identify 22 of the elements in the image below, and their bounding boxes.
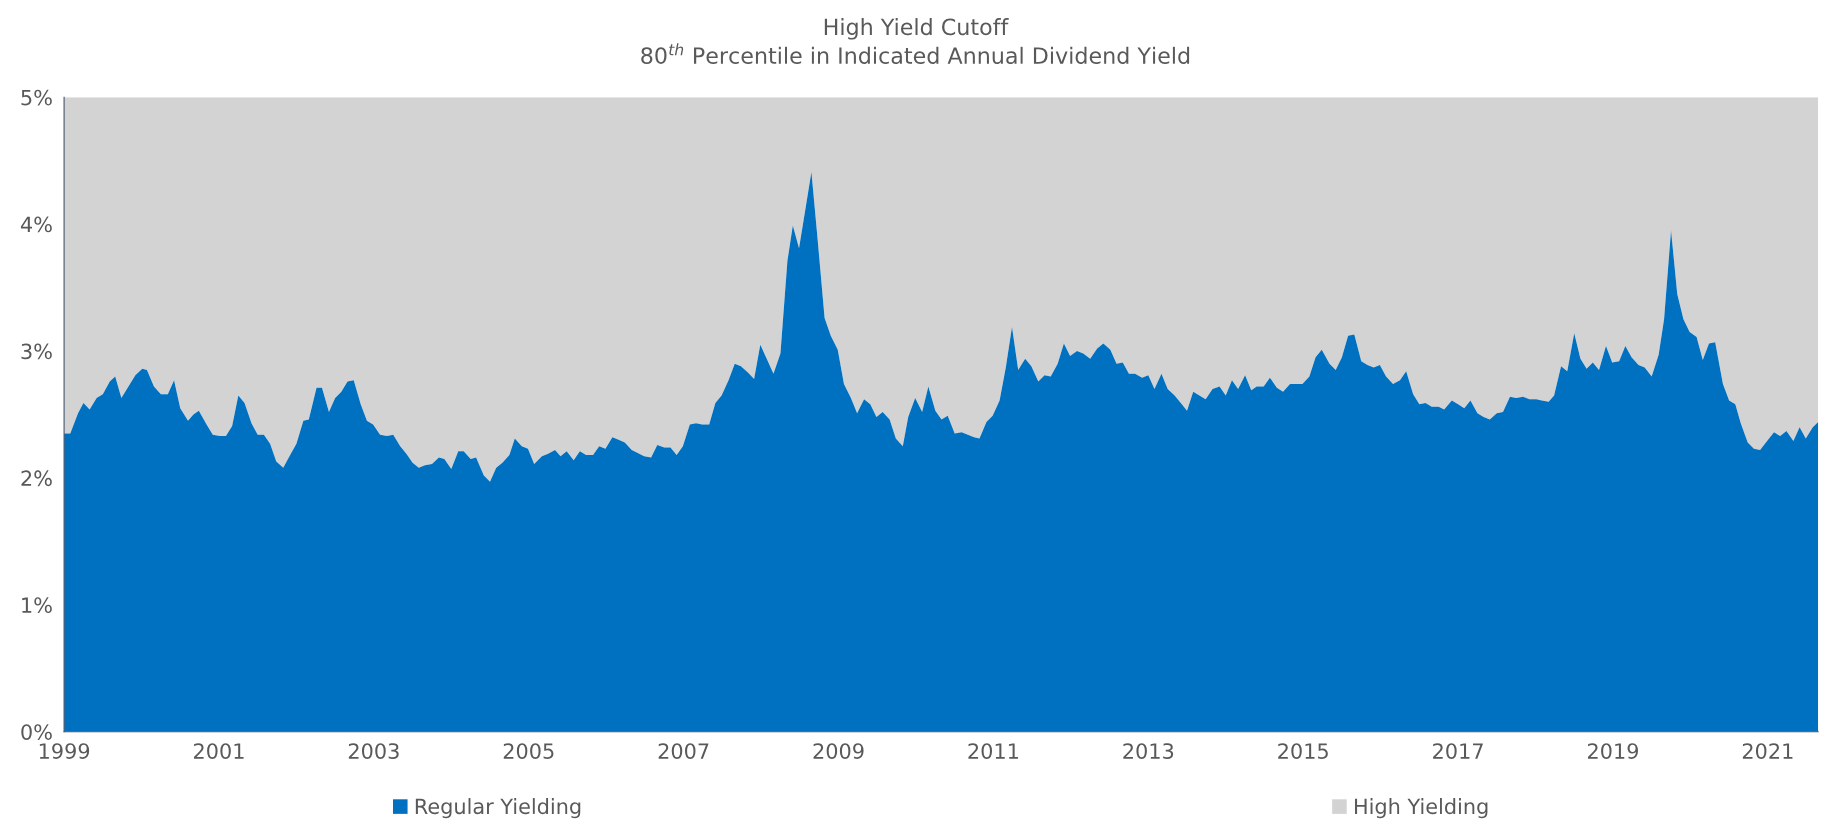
legend-label: High Yielding	[1355, 798, 1488, 819]
y-tick-label: 3%	[21, 343, 52, 360]
y-tick-label: 2%	[21, 470, 52, 487]
y-tick-label: 5%	[21, 89, 52, 106]
chart-title: High Yield Cutoff	[824, 18, 1009, 40]
x-tick-label: 2007	[658, 743, 709, 759]
y-tick-label: 4%	[20, 216, 52, 233]
chart-subtitle: 80$^{th}$ Percentile in Indicated Annual Dividend Yield	[641, 43, 1190, 65]
y-tick-label: 0%	[21, 724, 52, 740]
x-tick-label: 2017	[1433, 743, 1483, 759]
x-tick-label: 2013	[1123, 743, 1174, 759]
x-tick-label: 2021	[1742, 743, 1793, 759]
x-tick-label: 2015	[1278, 743, 1328, 759]
x-tick-label: 2009	[813, 743, 864, 759]
legend-label: Regular Yielding	[415, 798, 581, 819]
y-tick-label: 1%	[22, 597, 52, 614]
x-tick-label: 2003	[348, 743, 399, 759]
x-tick-label: 2011	[968, 743, 1018, 759]
x-tick-label: 1999	[39, 743, 90, 759]
x-tick-label: 2005	[503, 743, 554, 759]
x-tick-label: 2001	[193, 743, 244, 759]
x-tick-label: 2019	[1587, 743, 1638, 759]
